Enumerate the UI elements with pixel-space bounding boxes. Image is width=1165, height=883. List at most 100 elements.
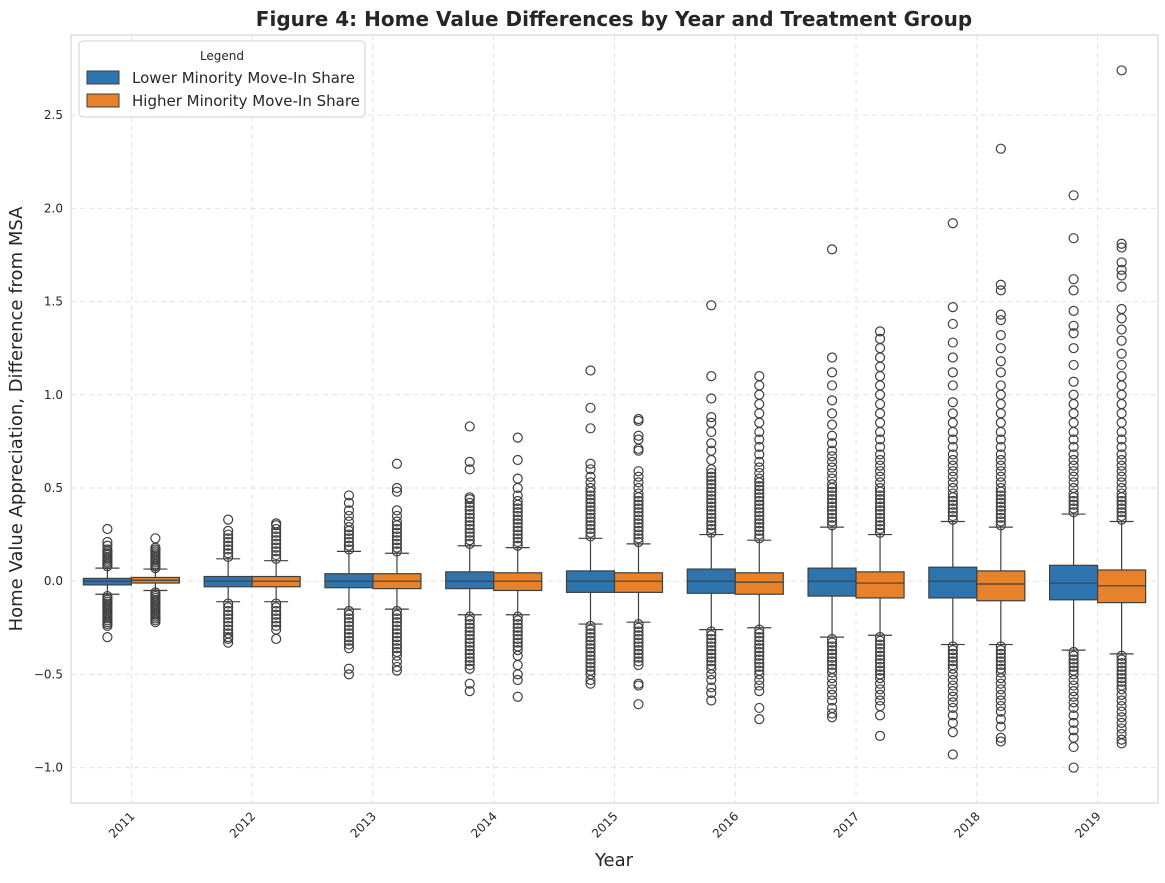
- outlier-point: [947, 663, 958, 674]
- outlier-point: [947, 645, 958, 656]
- outlier-point: [1116, 65, 1127, 76]
- outlier-point: [633, 637, 644, 648]
- outlier-point: [754, 686, 765, 697]
- outlier-point: [826, 473, 838, 484]
- outlier-point: [874, 654, 886, 665]
- outlier-point: [706, 687, 717, 699]
- outlier-point: [754, 492, 765, 503]
- outlier-point: [754, 525, 765, 536]
- outlier-point: [874, 454, 886, 466]
- outlier-point: [271, 535, 282, 546]
- outlier-point: [826, 684, 838, 695]
- outlier-point: [512, 540, 523, 551]
- outlier-point: [585, 494, 596, 505]
- outlier-point: [874, 631, 886, 643]
- outlier-point: [343, 505, 355, 516]
- outlier-point: [512, 645, 523, 656]
- outlier-point: [585, 654, 596, 665]
- outlier-point: [391, 631, 403, 643]
- outlier-point: [754, 518, 765, 529]
- outlier-point: [826, 438, 838, 449]
- outlier-point: [874, 678, 886, 689]
- outlier-point: [1116, 650, 1127, 661]
- outlier-point: [343, 529, 355, 540]
- outlier-point: [874, 477, 886, 488]
- outlier-point: [706, 523, 717, 535]
- outlier-point: [947, 686, 958, 697]
- outlier-point: [1068, 477, 1079, 488]
- outlier-point: [706, 445, 717, 456]
- outlier-point: [947, 460, 958, 471]
- outlier-point: [947, 367, 958, 378]
- outlier-point: [271, 609, 282, 620]
- x-tick-label: 2011: [106, 809, 137, 840]
- outlier-point: [585, 508, 596, 520]
- outlier-point: [512, 432, 523, 443]
- legend-swatch-lower: [86, 70, 120, 85]
- outlier-point: [826, 637, 838, 648]
- outlier-point: [754, 473, 765, 484]
- outlier-point: [585, 490, 596, 501]
- outlier-point: [464, 686, 475, 697]
- outlier-point: [223, 548, 234, 559]
- x-tick-label: 2016: [710, 809, 741, 840]
- outlier-point: [947, 648, 958, 659]
- box-higher-2015: [613, 413, 664, 710]
- outlier-point: [706, 652, 717, 663]
- outlier-point: [995, 143, 1006, 154]
- outlier-point: [391, 527, 403, 538]
- outlier-point: [826, 667, 838, 678]
- outlier-point: [223, 609, 234, 620]
- outlier-point: [826, 673, 838, 684]
- outlier-point: [585, 624, 596, 635]
- outlier-point: [706, 641, 717, 652]
- outlier-point: [754, 661, 765, 673]
- outlier-point: [1068, 460, 1079, 471]
- outlier-point: [391, 624, 403, 635]
- outlier-point: [464, 645, 475, 656]
- outlier-point: [874, 466, 886, 477]
- outlier-point: [391, 482, 403, 494]
- outlier-point: [754, 484, 765, 495]
- outlier-point: [633, 680, 644, 691]
- outlier-point: [826, 408, 838, 419]
- outlier-point: [343, 510, 355, 522]
- outlier-point: [512, 507, 523, 518]
- outlier-point: [343, 643, 355, 654]
- outlier-point: [1068, 471, 1079, 482]
- outlier-point: [633, 510, 644, 522]
- outlier-point: [464, 652, 475, 663]
- outlier-point: [947, 449, 958, 460]
- outlier-point: [391, 605, 403, 617]
- outlier-point: [874, 508, 886, 520]
- outlier-point: [754, 507, 765, 518]
- outlier-point: [995, 309, 1006, 320]
- outlier-point: [706, 626, 717, 637]
- outlier-point: [1116, 242, 1127, 253]
- outlier-point: [585, 658, 596, 669]
- outlier-point: [223, 598, 234, 609]
- outlier-point: [1116, 706, 1127, 717]
- outlier-point: [271, 523, 282, 535]
- outlier-point: [947, 499, 958, 510]
- outlier-point: [947, 477, 958, 488]
- outlier-point: [464, 531, 475, 542]
- outlier-point: [391, 665, 403, 676]
- box-higher-2019: [1097, 65, 1147, 749]
- outlier-point: [706, 527, 717, 538]
- outlier-point: [1116, 359, 1127, 371]
- outlier-point: [1116, 238, 1127, 249]
- box-iqr: [807, 567, 857, 597]
- outlier-point: [947, 656, 958, 667]
- outlier-point: [1068, 190, 1079, 201]
- outlier-point: [826, 648, 838, 659]
- outlier-point: [874, 501, 886, 512]
- box-higher-2013: [372, 458, 422, 676]
- outlier-point: [512, 503, 523, 514]
- outlier-point: [1068, 343, 1079, 354]
- legend: Legend Lower Minority Move-In Share High…: [78, 40, 366, 118]
- outlier-point: [391, 661, 403, 673]
- outlier-point: [343, 617, 355, 628]
- outlier-point: [1068, 674, 1079, 686]
